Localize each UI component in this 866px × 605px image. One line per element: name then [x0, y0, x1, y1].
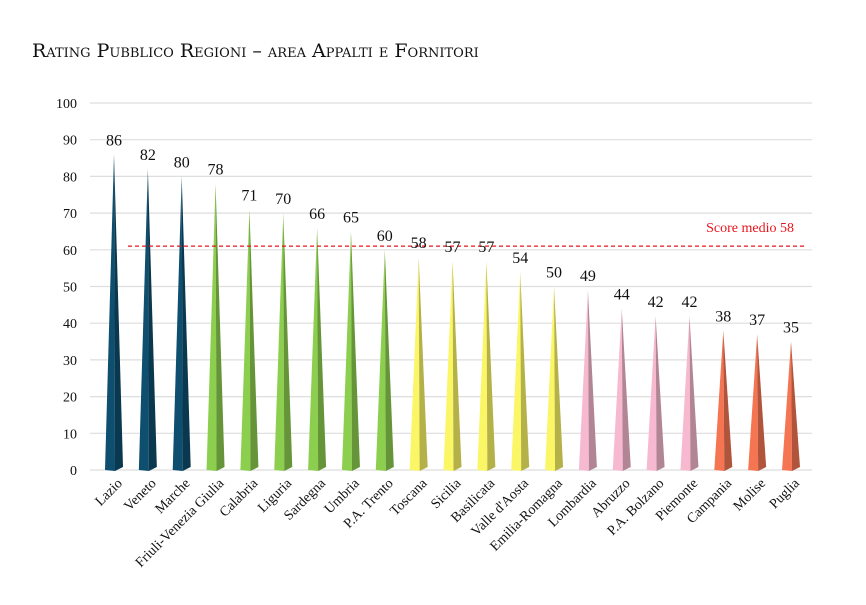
data-label: 37: [749, 312, 765, 329]
bar: [443, 260, 462, 471]
bar: [545, 286, 564, 471]
bar: [578, 290, 597, 471]
bar: [782, 341, 800, 471]
y-tick-label: 40: [63, 317, 77, 332]
x-tick-label: Toscana: [388, 476, 431, 519]
data-label: 35: [783, 320, 799, 337]
bar: [375, 249, 394, 471]
reference-layer: Score medio 58: [128, 221, 807, 247]
data-label: 50: [546, 265, 562, 282]
data-labels: 86 82 80 78 71 70 66 65 60 58 57 57 54 50 49 44 42 42 38 37…: [106, 132, 799, 336]
y-tick-label: 30: [63, 354, 77, 369]
y-tick-label: 0: [70, 464, 77, 479]
x-tick-label: Molise: [731, 476, 769, 514]
bar: [308, 227, 327, 471]
bar: [646, 315, 665, 471]
bar: [748, 334, 767, 471]
data-label: 65: [343, 209, 359, 226]
bar: [105, 154, 123, 471]
data-label: 38: [715, 309, 731, 326]
y-tick-label: 20: [63, 391, 77, 406]
bar: [612, 308, 631, 471]
y-axis: 0 10 20 30 40 50 60 70 80 90 100: [56, 97, 77, 479]
bar: [714, 330, 733, 471]
data-label: 60: [377, 228, 393, 245]
y-tick-label: 60: [63, 244, 77, 259]
data-label: 78: [208, 162, 224, 179]
bars: [105, 154, 800, 472]
x-tick-label: Puglia: [767, 476, 803, 512]
data-label: 80: [174, 154, 190, 171]
bar: [680, 315, 699, 471]
data-label: 66: [309, 206, 325, 223]
data-label: 54: [512, 250, 528, 267]
data-label: 71: [241, 187, 257, 204]
data-label: 57: [478, 239, 494, 256]
data-label: 42: [648, 294, 664, 311]
data-label: 86: [106, 132, 122, 149]
bar: [172, 176, 191, 471]
y-tick-label: 80: [63, 170, 77, 185]
bar: [511, 271, 530, 471]
average-label: Score medio 58: [706, 221, 794, 236]
y-tick-label: 90: [63, 134, 77, 149]
bar: [477, 260, 496, 471]
data-label: 58: [411, 235, 427, 252]
bar: [274, 213, 293, 471]
data-label: 82: [140, 147, 156, 164]
data-label: 44: [614, 287, 630, 304]
data-label: 49: [580, 268, 596, 285]
y-tick-label: 10: [63, 427, 77, 442]
bar: [409, 257, 428, 471]
bar: [206, 183, 225, 472]
chart-title: Rating Pubblico Regioni – area Appalti e…: [32, 40, 479, 62]
y-tick-label: 50: [63, 281, 77, 296]
y-tick-label: 70: [63, 207, 77, 222]
x-tick-label: Calabria: [217, 476, 262, 521]
data-label: 42: [681, 294, 697, 311]
y-tick-label: 100: [56, 97, 77, 112]
bar: [341, 231, 360, 471]
data-label: 70: [275, 191, 291, 208]
bar: [138, 169, 157, 471]
data-label: 57: [445, 239, 461, 256]
bar: [240, 209, 259, 471]
